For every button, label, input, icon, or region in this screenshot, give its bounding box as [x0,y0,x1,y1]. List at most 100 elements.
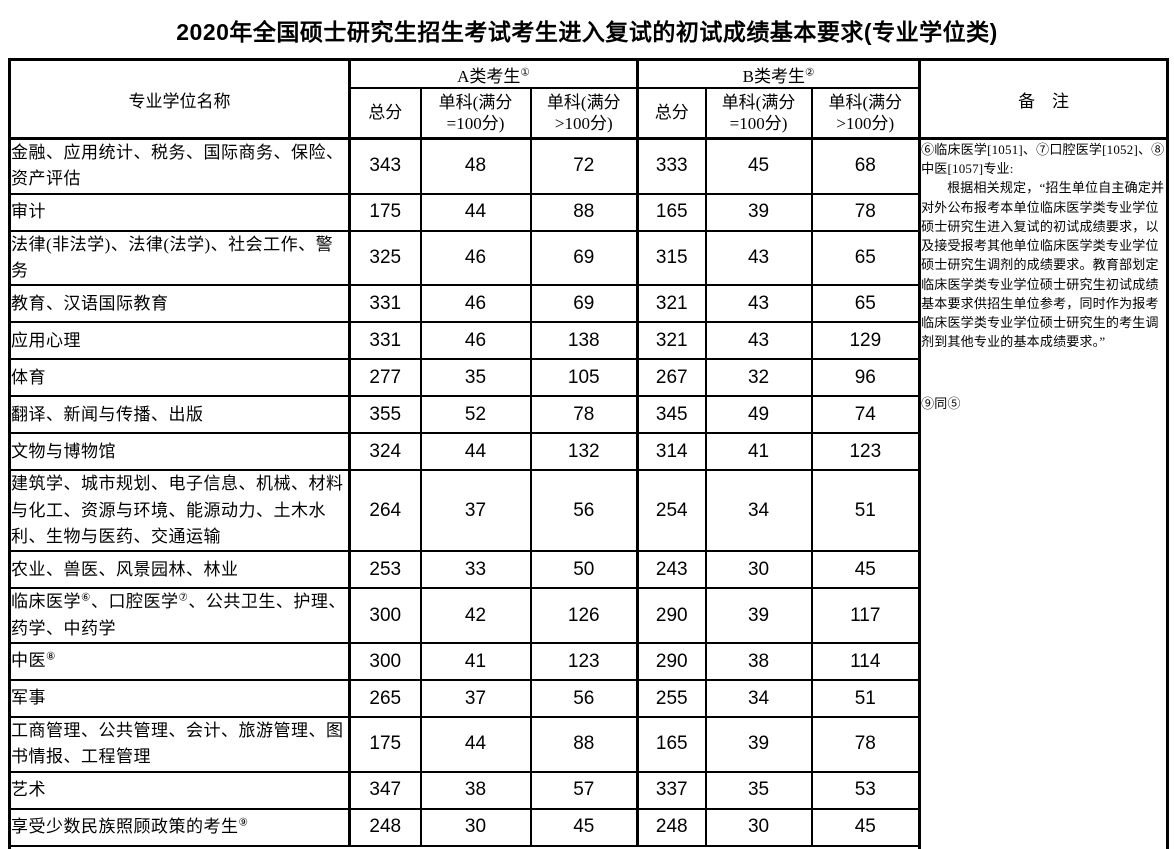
a-subject-gt100-cell: 78 [529,395,640,435]
footnote-cell: 报考“少数民族高层次骨干人才计划”考生进入复试的初试成绩基本要求为总分不低于24… [8,844,922,849]
header-b-total: 总分 [636,87,707,140]
b-subject100-cell: 43 [704,321,813,361]
b-total-cell: 314 [636,432,707,472]
b-subject100-cell: 39 [704,192,813,232]
b-total-cell: 255 [636,679,707,719]
program-name-cell: 农业、兽医、风景园林、林业 [8,550,351,590]
page-title: 2020年全国硕士研究生招生考试考生进入复试的初试成绩基本要求(专业学位类) [176,19,998,45]
b-subject-gt100-cell: 129 [810,321,922,361]
header-remarks: 备 注 [918,58,1169,140]
a-subject-gt100-cell: 88 [529,716,640,773]
program-name-cell: 翻译、新闻与传播、出版 [8,395,351,435]
a-subject100-cell: 41 [419,642,532,682]
table-row: 翻译、新闻与传播、出版 355 52 78 345 49 74 [8,395,1168,435]
a-subject-gt100-cell: 56 [529,679,640,719]
table-row: 艺术 347 38 57 337 35 53 [8,770,1168,810]
a-subject100-cell: 52 [419,395,532,435]
header-group-a: A类考生① [348,58,640,89]
b-subject100-cell: 35 [704,770,813,810]
b-subject100-cell: 49 [704,395,813,435]
a-total-cell: 248 [348,807,422,847]
a-subject100-cell: 46 [419,229,532,287]
table-row: 金融、应用统计、税务、国际商务、保险、资产评估 343 48 72 333 45… [8,137,1169,849]
b-subject100-cell: 43 [704,284,813,324]
program-name-cell: 体育 [8,358,351,398]
b-total-cell: 248 [636,807,707,847]
b-total-cell: 254 [636,469,707,553]
a-total-cell: 264 [348,469,422,553]
table-row: 工商管理、公共管理、会计、旅游管理、图书情报、工程管理 175 44 88 16… [8,716,1168,773]
a-total-cell: 175 [348,716,422,773]
header-a-subject-100: 单科(满分=100分) [419,87,532,140]
a-subject100-cell: 30 [419,807,532,847]
header-group-b: B类考生② [636,58,922,89]
b-total-cell: 165 [636,716,707,773]
b-subject-gt100-cell: 53 [810,770,922,810]
a-subject-gt100-cell: 72 [529,137,640,195]
a-total-cell: 300 [348,587,422,645]
b-total-cell: 337 [636,770,707,810]
a-subject100-cell: 38 [419,770,532,810]
a-total-cell: 324 [348,432,422,472]
b-subject100-cell: 30 [704,550,813,590]
a-subject-gt100-cell: 126 [529,587,640,645]
b-subject100-cell: 45 [704,137,813,195]
remarks-cell: ⑥临床医学[1051]、⑦口腔医学[1052]、⑧中医[1057]专业: 根据相… [918,137,1169,849]
a-subject-gt100-cell: 57 [529,770,640,810]
b-total-cell: 345 [636,395,707,435]
b-total-cell: 267 [636,358,707,398]
remark-paragraph-2: 根据相关规定，“招生单位自主确定并对外公布报考本单位临床医学类专业学位硕士研究生… [921,180,1165,350]
b-subject-gt100-cell: 68 [810,137,922,195]
b-subject100-cell: 34 [704,469,813,553]
table-row: 文物与博物馆 324 44 132 314 41 123 [8,432,1168,472]
a-total-cell: 300 [348,642,422,682]
a-subject-gt100-cell: 105 [529,358,640,398]
b-subject-gt100-cell: 117 [810,587,922,645]
a-subject-gt100-cell: 50 [529,550,640,590]
b-subject100-cell: 32 [704,358,813,398]
table-row: 农业、兽医、风景园林、林业 253 33 50 243 30 45 [8,550,1168,590]
b-subject-gt100-cell: 123 [810,432,922,472]
a-total-cell: 347 [348,770,422,810]
b-subject-gt100-cell: 74 [810,395,922,435]
table-row: 临床医学⑥、口腔医学⑦、公共卫生、护理、药学、中药学 300 42 126 29… [8,587,1168,645]
remark-paragraph-1: ⑥临床医学[1051]、⑦口腔医学[1052]、⑧中医[1057]专业: [921,142,1165,177]
b-total-cell: 290 [636,587,707,645]
a-subject100-cell: 33 [419,550,532,590]
b-subject-gt100-cell: 78 [810,192,922,232]
a-subject100-cell: 37 [419,469,532,553]
scores-table: 专业学位名称 A类考生① B类考生② 备 注 总分 单科(满分=100分) 单科… [8,58,1170,849]
program-name-cell: 建筑学、城市规划、电子信息、机械、材料与化工、资源与环境、能源动力、土木水利、生… [8,469,351,553]
a-subject100-cell: 46 [419,321,532,361]
b-total-cell: 321 [636,284,707,324]
program-name-cell: 临床医学⑥、口腔医学⑦、公共卫生、护理、药学、中药学 [8,587,351,645]
table-row: 审计 175 44 88 165 39 78 [8,192,1168,232]
a-total-cell: 355 [348,395,422,435]
a-subject-gt100-cell: 69 [529,284,640,324]
b-subject-gt100-cell: 65 [810,284,922,324]
b-subject100-cell: 30 [704,807,813,847]
b-total-cell: 321 [636,321,707,361]
program-name-cell: 军事 [8,679,351,719]
a-total-cell: 331 [348,284,422,324]
program-name-cell: 享受少数民族照顾政策的考生⑨ [8,807,351,847]
a-subject100-cell: 48 [419,137,532,195]
a-subject-gt100-cell: 45 [529,807,640,847]
b-subject100-cell: 43 [704,229,813,287]
program-name-cell: 应用心理 [8,321,351,361]
a-total-cell: 175 [348,192,422,232]
b-subject100-cell: 39 [704,716,813,773]
a-subject100-cell: 44 [419,192,532,232]
header-a-subject-gt100: 单科(满分>100分) [529,87,640,140]
program-name-cell: 艺术 [8,770,351,810]
b-total-cell: 333 [636,137,707,195]
table-row: 军事 265 37 56 255 34 51 [8,679,1168,719]
a-total-cell: 343 [348,137,422,195]
program-name-cell: 法律(非法学)、法律(法学)、社会工作、警务 [8,229,351,287]
a-subject-gt100-cell: 123 [529,642,640,682]
program-name-cell: 金融、应用统计、税务、国际商务、保险、资产评估 [8,137,351,195]
b-subject100-cell: 38 [704,642,813,682]
header-row-subcolumns: 总分 单科(满分=100分) 单科(满分>100分) 总分 单科(满分=100分… [10,87,1168,140]
b-total-cell: 290 [636,642,707,682]
